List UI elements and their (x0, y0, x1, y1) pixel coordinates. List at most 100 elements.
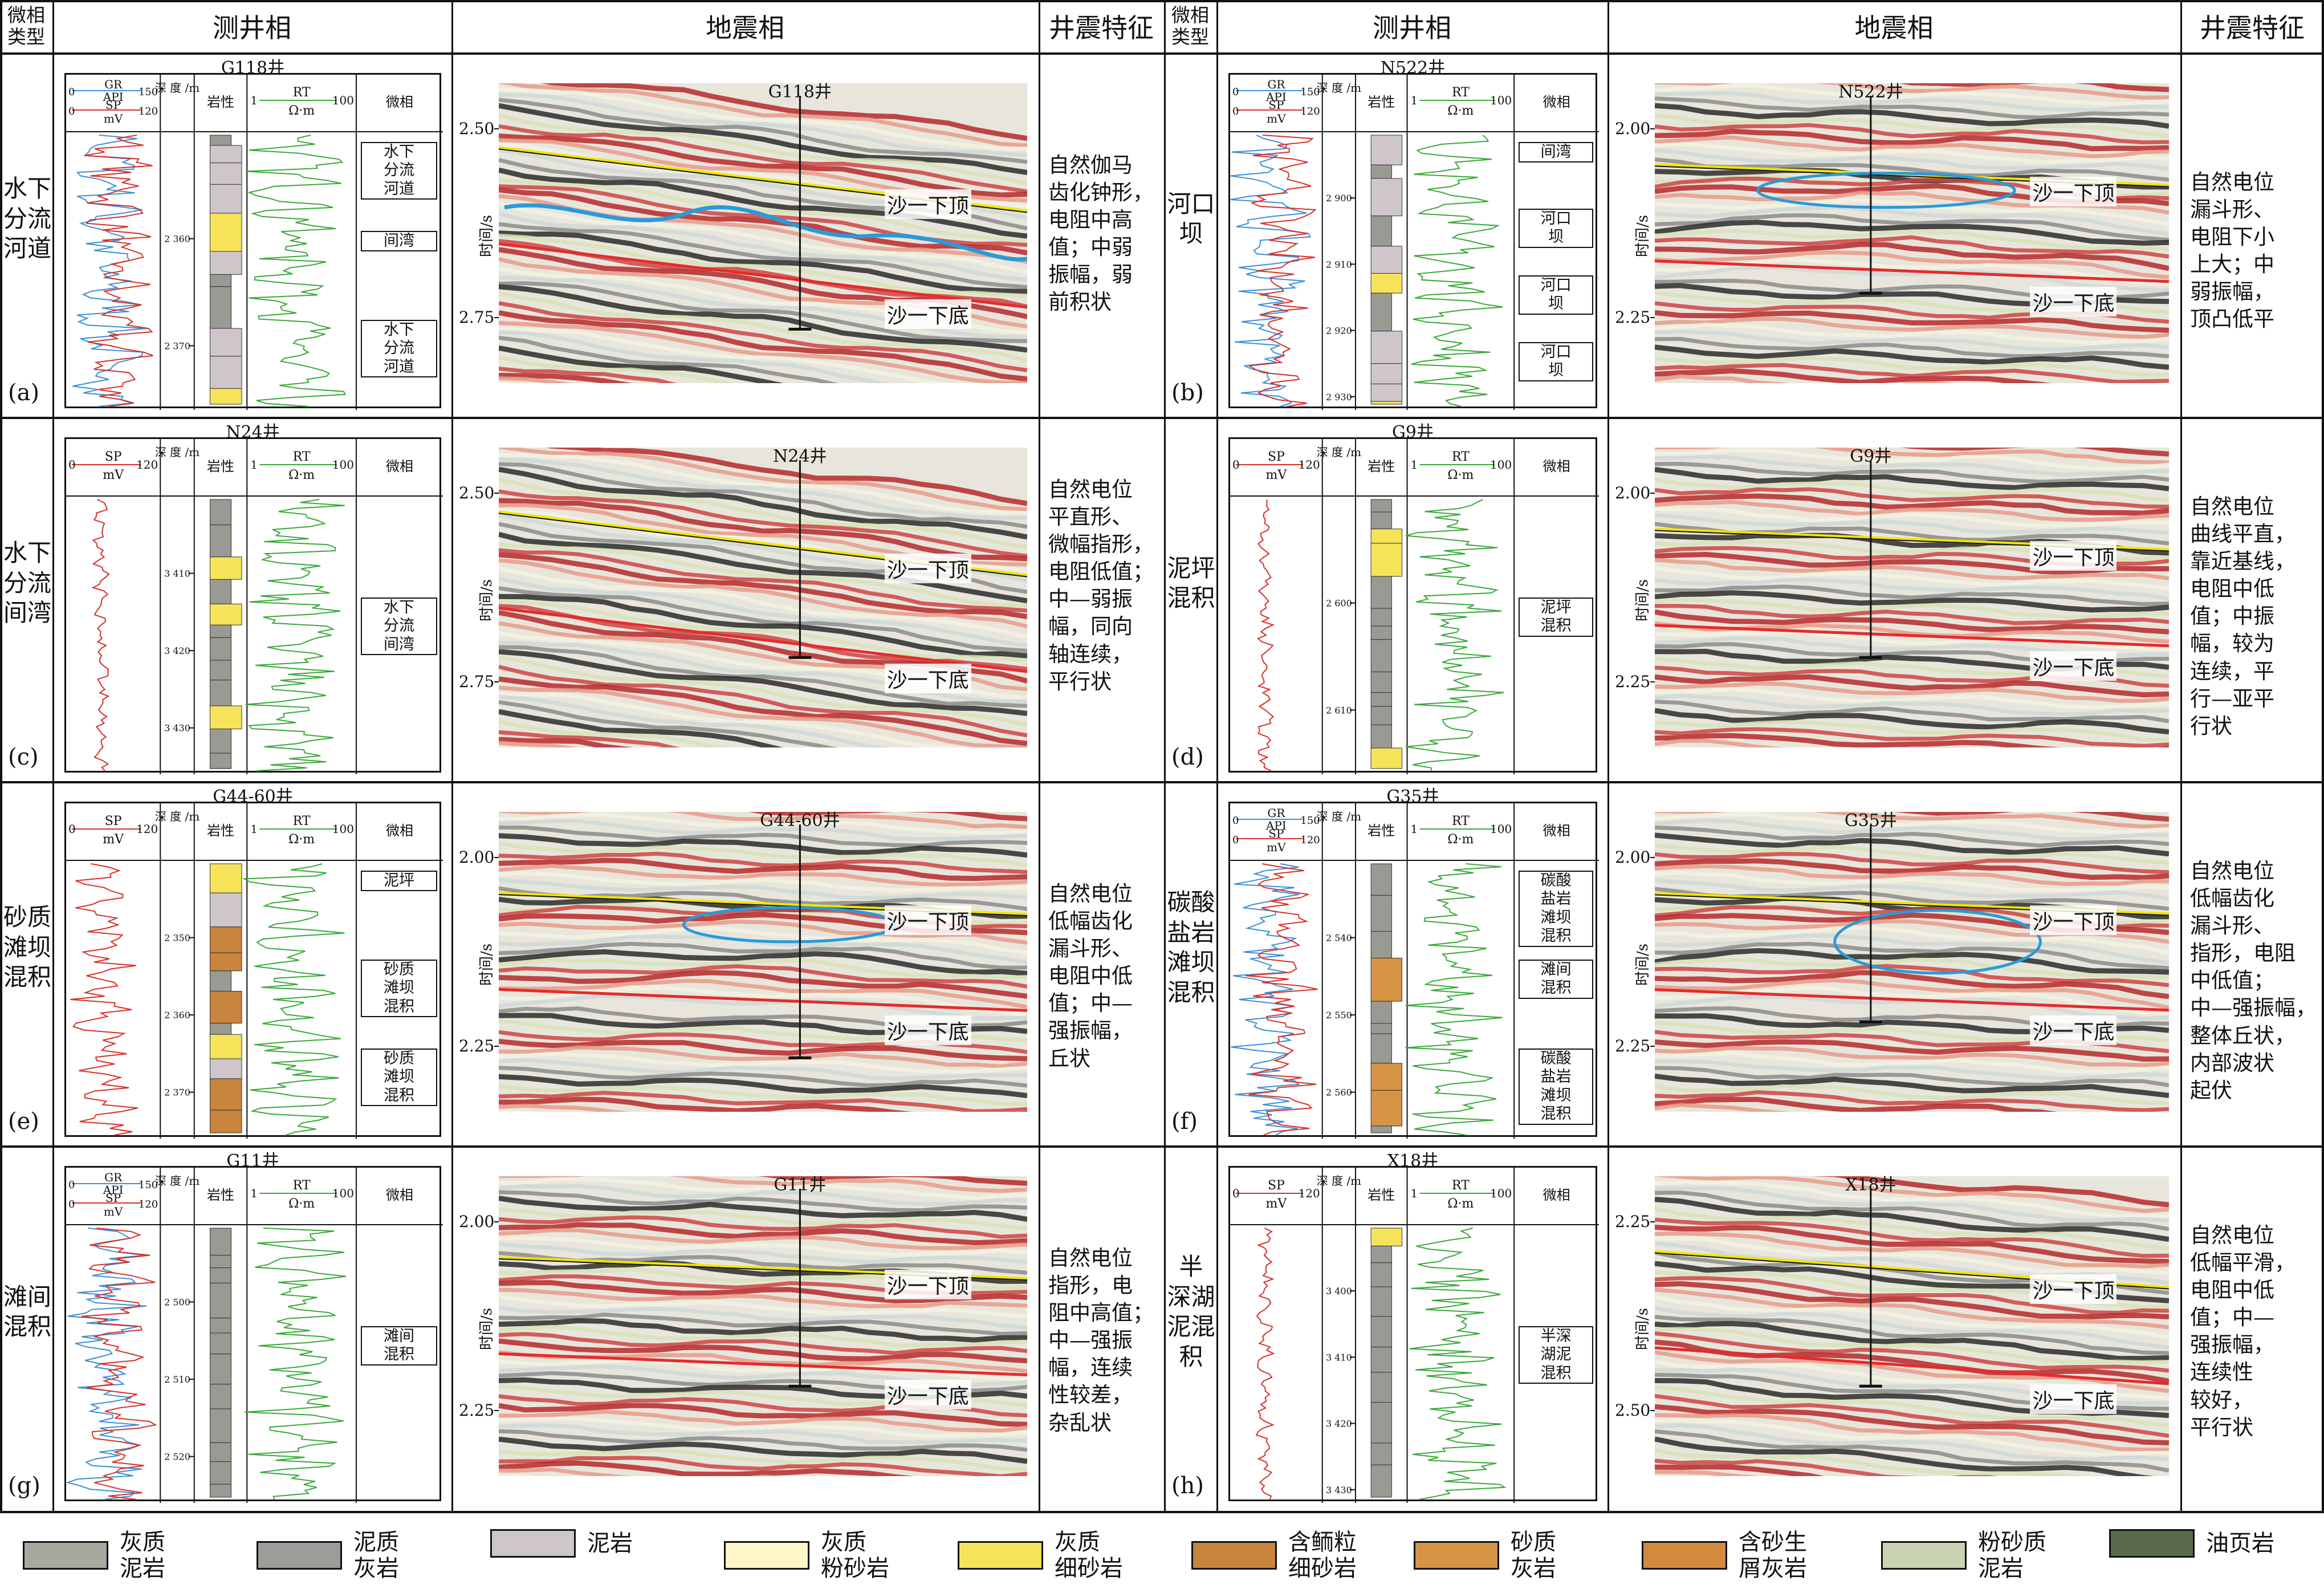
ohm-label: Ω·m (288, 832, 315, 847)
lithology-bed (210, 356, 242, 389)
lithology-bed (1370, 747, 1403, 769)
seismic-reflector (499, 645, 1027, 708)
time-axis-tick-label: 2.25 (459, 1401, 495, 1420)
well-log-panel: SP mV 0 120 深 度 /m 岩性 RT Ω·m 1 100 微相 3 410 3 420 3 4… (64, 437, 443, 774)
bottom-horizon-label: 沙一下底 (2030, 1015, 2117, 1045)
gr-min: 0 (68, 1179, 75, 1191)
mv-label: mV (104, 1205, 123, 1218)
lithology-bed (1370, 863, 1392, 896)
seismic-reflector (499, 1423, 1027, 1445)
legend-swatch (1642, 1541, 1727, 1570)
microfacies-box: 河口 坝 (1519, 342, 1593, 381)
seismic-reflector (499, 498, 1027, 562)
legend-item: 砂质 灰岩 (1414, 1529, 1556, 1582)
sp-min: 0 (1232, 1186, 1240, 1200)
lithology-bed (210, 1484, 232, 1498)
seismic-reflector (499, 1190, 1027, 1213)
seismic-well-name: G118井 (768, 82, 832, 102)
rt-curve (1409, 1228, 1507, 1500)
seismic-reflector (499, 720, 729, 747)
seismic-reflector (1655, 1281, 2169, 1320)
seismic-reflector (1655, 864, 2169, 887)
bottom-horizon-label: 沙一下底 (884, 1015, 971, 1046)
api-label: API (103, 1183, 124, 1197)
seismic-reflector (1655, 477, 2169, 502)
seismic-reflector (1655, 368, 2052, 383)
ohm-label: Ω·m (288, 104, 315, 118)
gr-max: 150 (1300, 815, 1320, 827)
time-axis-tick-label: 2.75 (459, 672, 495, 692)
depth-tick-label: 3 430 (1326, 1485, 1352, 1496)
seismic-reflector (499, 1051, 1027, 1074)
gr-curve (1231, 863, 1300, 1136)
seismic-reflector (499, 1091, 1027, 1112)
well-log-panel: SP mV 0 120 深 度 /m 岩性 RT Ω·m 1 100 微相 2 350 2 360 2 3… (64, 802, 443, 1139)
lithology-bed (1370, 692, 1392, 707)
sp-max: 120 (139, 105, 158, 117)
lithology-bed (1370, 1001, 1392, 1024)
depth-tick-label: 3 420 (1326, 1419, 1352, 1429)
seismic-reflector (499, 133, 1027, 198)
seismic-reflector (499, 841, 1027, 868)
mv-label: mV (104, 112, 123, 125)
seismic-svg (1655, 812, 2169, 1112)
header-well-log-facies-2: 测井相 (1373, 13, 1451, 43)
lithology-bed (210, 1034, 242, 1059)
seismic-reflector (499, 477, 1027, 550)
seismic-reflector (499, 1436, 1027, 1464)
rt-curve (246, 135, 347, 407)
legend-item: 泥岩 (490, 1529, 633, 1558)
seismic-svg (499, 1176, 1027, 1476)
rt-label: RT (293, 450, 311, 464)
seismic-reflector (499, 1306, 1027, 1330)
seismic-reflector (499, 1429, 1027, 1452)
rt-min: 1 (250, 822, 258, 836)
lithology-bed (210, 1078, 242, 1111)
microfacies-type-text: 水下 分流 间湾 (3, 539, 51, 627)
well-seismic-features-text: 自然伽马 齿化钟形， 电阻中高 值；中弱 振幅，弱 前积状 (1048, 153, 1154, 315)
seismic-reflector (499, 709, 784, 747)
lithology-bed (210, 579, 232, 604)
seismic-reflector (499, 1467, 785, 1476)
time-axis-tick-label: 2.25 (459, 1037, 495, 1056)
bottom-horizon-line (1655, 1346, 2169, 1385)
seismic-reflector (1655, 83, 2169, 100)
legend-swatch (257, 1541, 342, 1570)
well-seismic-features-text: 自然电位 曲线平直， 靠近基线， 电阻中低 值；中振 幅，较为 连续，平 行—亚… (2190, 494, 2295, 738)
time-axis-tick-label: 2.50 (459, 483, 495, 502)
bottom-horizon-label: 沙一下底 (884, 299, 971, 330)
seismic-reflector (1655, 142, 2169, 165)
sp-min: 0 (1232, 834, 1239, 846)
legend-swatch (1414, 1541, 1499, 1570)
sp-curve (91, 499, 110, 771)
grid-line (1607, 0, 1609, 1513)
legend-item: 灰质 粉砂岩 (724, 1529, 889, 1582)
sp-label: SP (1268, 827, 1284, 840)
seismic-reflector (499, 692, 965, 747)
depth-tick-label: 2 360 (164, 234, 190, 245)
seismic-reflector (1655, 198, 2169, 226)
lithology-bed (210, 863, 242, 893)
seismic-reflector (1655, 1206, 2169, 1251)
seismic-section (499, 83, 1027, 383)
seismic-reflector (499, 1318, 1027, 1343)
seismic-reflector (1655, 687, 2169, 710)
lithology-bed (210, 1408, 232, 1443)
seismic-reflector (1655, 123, 2169, 145)
grid-line (0, 52, 2324, 55)
seismic-reflector (499, 694, 890, 747)
seismic-reflector (1655, 858, 2169, 880)
seismic-reflector (499, 1228, 1027, 1250)
gr-min: 0 (1232, 86, 1239, 98)
microfacies-header: 微相 (386, 458, 413, 474)
bottom-horizon-label: 沙一下底 (2030, 1384, 2117, 1415)
seismic-reflector (1655, 970, 2169, 999)
microfacies-header: 微相 (386, 1187, 413, 1203)
seismic-reflector (1655, 507, 2169, 528)
seismic-reflector (499, 548, 1027, 613)
well-seismic-features-text: 自然电位 低幅平滑， 电阻中低 值；中— 强振幅， 连续性 较好， 平行状 (2190, 1223, 2295, 1440)
seismic-reflector (499, 1409, 1027, 1433)
rt-max: 100 (332, 458, 354, 472)
lithology-bed (1370, 1347, 1392, 1373)
